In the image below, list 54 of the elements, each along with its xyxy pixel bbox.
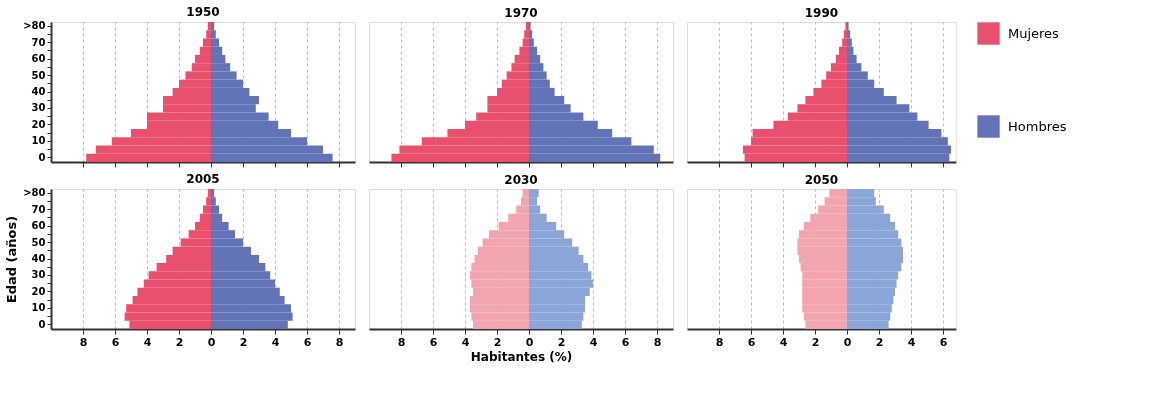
y-tick-label: 50 bbox=[31, 236, 46, 248]
x-tick-label: 6 bbox=[747, 335, 756, 349]
x-tick-label: 4 bbox=[779, 335, 788, 349]
x-tick-label: 4 bbox=[143, 335, 152, 349]
x-tick-label: 8 bbox=[79, 335, 88, 349]
y-axis-title: Edad (años) bbox=[4, 215, 20, 304]
y-tick-label: 10 bbox=[31, 302, 46, 314]
x-tick-label: 4 bbox=[589, 335, 598, 349]
x-tick-label: 4 bbox=[907, 335, 916, 349]
x-tick-label: 0 bbox=[207, 335, 216, 349]
y-tick-label: 30 bbox=[31, 102, 46, 114]
x-tick-label: 6 bbox=[111, 335, 120, 349]
chart-title: 2030 bbox=[504, 173, 538, 187]
y-tick-label: 40 bbox=[31, 86, 46, 97]
x-tick-label: 6 bbox=[621, 335, 630, 349]
y-tick-label: 30 bbox=[31, 269, 46, 281]
y-tick-label: >80 bbox=[23, 20, 46, 32]
y-tick-label: 60 bbox=[31, 220, 46, 232]
x-tick-label: 2 bbox=[493, 335, 502, 349]
y-tick-label: >80 bbox=[23, 187, 46, 199]
y-tick-label: 10 bbox=[31, 135, 46, 147]
x-tick-label: 2 bbox=[239, 335, 248, 349]
y-tick-label: 20 bbox=[31, 118, 46, 130]
x-tick-label: 2 bbox=[875, 335, 884, 349]
x-tick-label: 4 bbox=[461, 335, 470, 349]
y-tick-label: 40 bbox=[31, 253, 46, 264]
x-tick-label: 8 bbox=[397, 335, 406, 349]
x-axis-title: Habitantes (%) bbox=[470, 349, 573, 364]
x-tick-label: 8 bbox=[335, 335, 344, 349]
chart-title: 2050 bbox=[804, 173, 839, 187]
y-tick-label: 20 bbox=[31, 285, 46, 297]
chart-title: 1990 bbox=[804, 6, 839, 20]
legend-label: Hombres bbox=[1008, 118, 1067, 134]
chart-title: 1970 bbox=[504, 6, 538, 20]
x-tick-label: 0 bbox=[525, 335, 534, 349]
y-tick-label: 70 bbox=[31, 203, 46, 215]
x-tick-label: 2 bbox=[175, 335, 184, 349]
x-tick-label: 6 bbox=[939, 335, 948, 349]
x-tick-label: 8 bbox=[653, 335, 662, 349]
chart-title: 2005 bbox=[186, 171, 220, 186]
y-tick-label: 0 bbox=[38, 318, 46, 330]
x-tick-label: 2 bbox=[811, 335, 820, 349]
y-tick-label: 70 bbox=[31, 36, 46, 48]
y-tick-label: 50 bbox=[31, 69, 46, 81]
chart-title: 1950 bbox=[186, 4, 220, 19]
x-tick-label: 0 bbox=[843, 335, 852, 349]
x-tick-label: 4 bbox=[271, 335, 280, 349]
legend-label: Mujeres bbox=[1008, 25, 1060, 41]
y-tick-label: 0 bbox=[38, 151, 46, 163]
y-tick-label: 60 bbox=[31, 53, 46, 65]
x-tick-label: 6 bbox=[429, 335, 438, 349]
x-tick-label: 8 bbox=[715, 335, 724, 349]
x-tick-label: 6 bbox=[303, 335, 312, 349]
x-tick-label: 2 bbox=[557, 335, 566, 349]
